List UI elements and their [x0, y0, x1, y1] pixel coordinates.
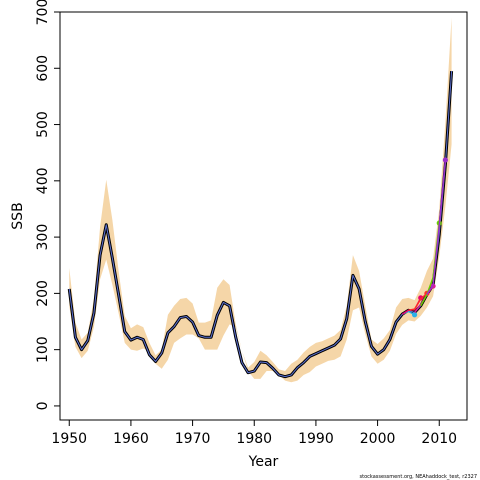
y-tick-label: 300 — [35, 224, 51, 251]
y-tick-label: 100 — [35, 336, 51, 363]
ssb-line-inner — [68, 71, 453, 378]
y-tick-label: 400 — [35, 167, 51, 194]
retro-peel-end-point — [411, 312, 418, 318]
retro-peel-line — [426, 159, 447, 295]
x-tick-label: 1970 — [175, 431, 211, 447]
x-tick-label: 2010 — [421, 431, 457, 447]
x-tick-label: 1950 — [51, 431, 87, 447]
y-tick-label: 500 — [35, 111, 51, 138]
y-tick-label: 700 — [35, 0, 51, 25]
confidence-band — [69, 17, 452, 383]
axes: 1950 1960 1970 1980 1990 2000 2010 0 100 200 300 40… — [35, 0, 457, 447]
retro-peel-end-point — [442, 157, 449, 163]
footnote: stockassessment.org, NEAhaddock_test, r2… — [360, 474, 477, 480]
retro-peel-end-point — [418, 295, 424, 301]
y-axis-title: SSB — [10, 202, 26, 229]
x-tick-label: 1990 — [298, 431, 334, 447]
y-tick-label: 0 — [35, 401, 51, 410]
x-axis-title: Year — [248, 454, 279, 470]
y-tick-label: 200 — [35, 280, 51, 307]
x-tick-label: 1980 — [236, 431, 272, 447]
x-tick-label: 2000 — [360, 431, 396, 447]
retro-peel-line — [408, 292, 428, 311]
y-tick-label: 600 — [35, 55, 51, 82]
plot-frame — [59, 11, 468, 421]
x-tick-label: 1960 — [113, 431, 149, 447]
plot-area — [67, 17, 454, 383]
